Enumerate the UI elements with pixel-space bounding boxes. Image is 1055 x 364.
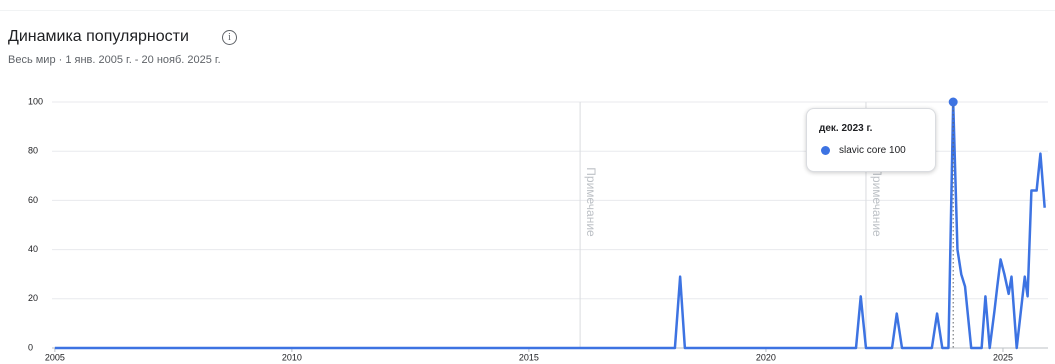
tooltip: дек. 2023 г. slavic core 100 [806, 108, 936, 172]
annotation-label: Примечание [870, 167, 884, 237]
tooltip-date: дек. 2023 г. [819, 123, 873, 134]
series-line [54, 100, 1046, 350]
annotation-label: Примечание [584, 167, 598, 237]
y-tick-label: 40 [28, 244, 38, 254]
x-tick-label: 2010 [282, 352, 302, 362]
chart-subtitle: Весь мир · 1 янв. 2005 г. - 20 нояб. 202… [8, 54, 221, 66]
y-tick-label: 60 [28, 195, 38, 205]
y-tick-label: 80 [28, 146, 38, 156]
x-tick-label: 2005 [45, 352, 65, 362]
y-tick-label: 100 [28, 96, 43, 106]
x-tick-label: 2020 [756, 352, 776, 362]
tooltip-value: 100 [889, 145, 906, 156]
chart-title: Динамика популярности [8, 28, 189, 45]
tooltip-series: slavic core [839, 145, 887, 156]
tooltip-entry: slavic core 100 [839, 145, 906, 156]
y-tick-label: 0 [28, 342, 33, 352]
card-border [0, 10, 1055, 11]
tooltip-swatch [821, 146, 830, 155]
y-tick-label: 20 [28, 293, 38, 303]
info-icon[interactable]: i [222, 30, 237, 45]
highlight-point [948, 97, 958, 107]
x-tick-label: 2015 [519, 352, 539, 362]
x-tick-label: 2025 [993, 352, 1013, 362]
